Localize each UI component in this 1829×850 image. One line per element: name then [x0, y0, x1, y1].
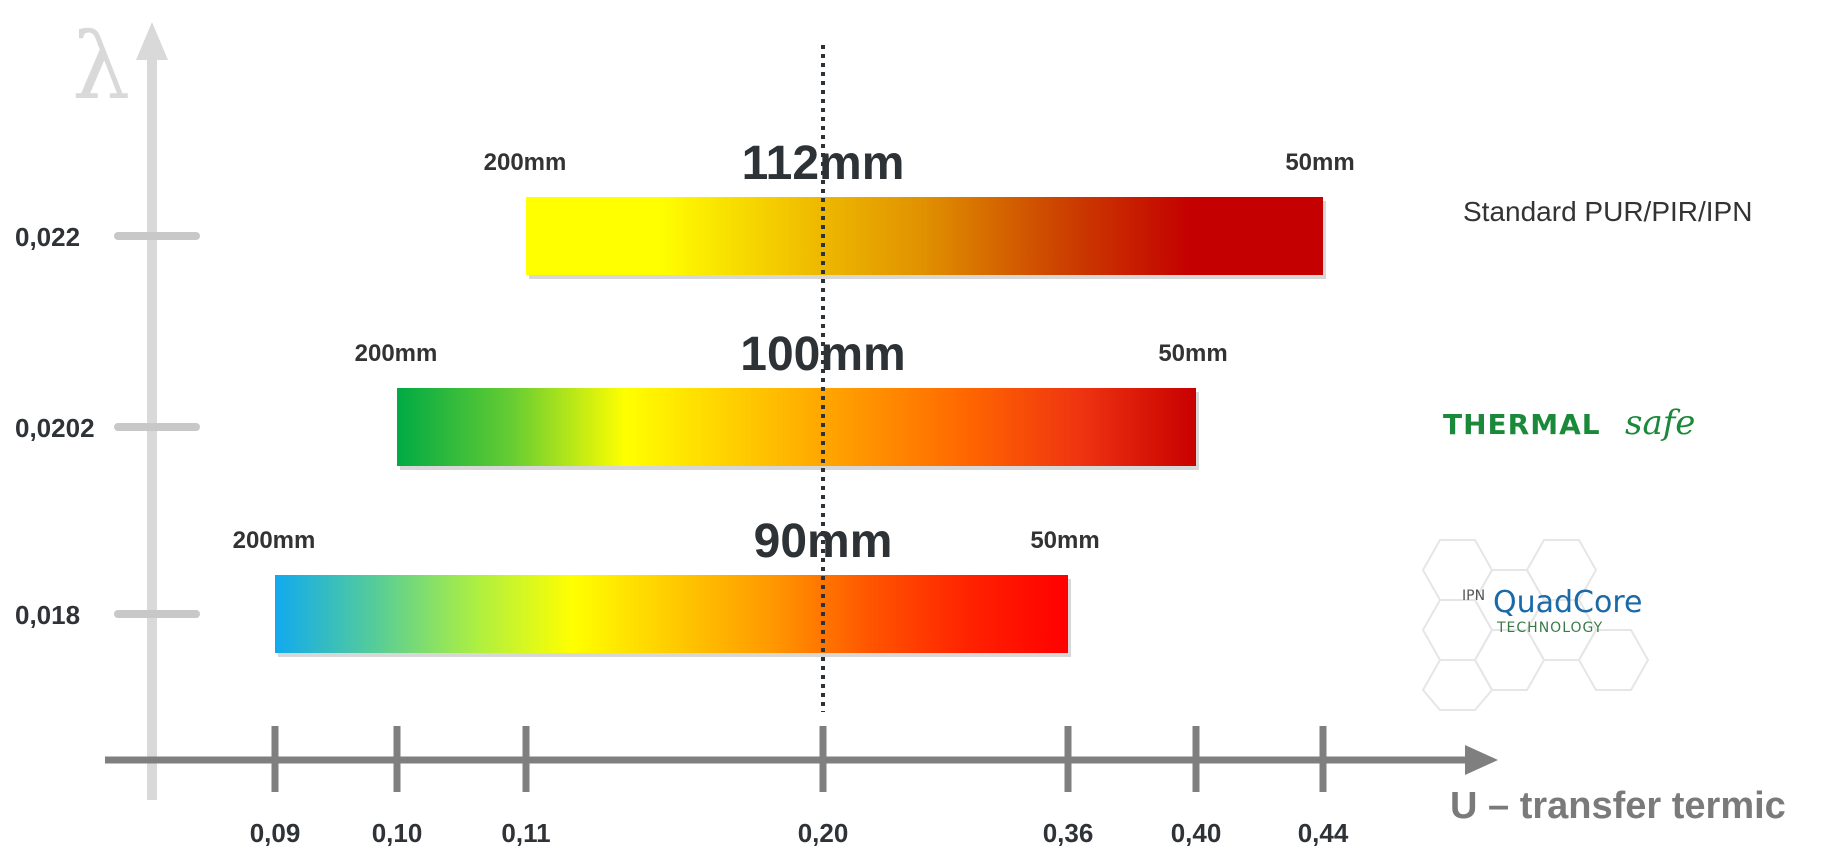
y-axis-symbol: λ [72, 13, 130, 120]
y-tick-label: 0,022 [15, 222, 80, 252]
quadcore-logo-prefix: IPN [1462, 588, 1485, 604]
x-tick-label: 0,11 [501, 818, 550, 848]
x-tick-label: 0,20 [798, 818, 849, 848]
x-tick-label: 0,36 [1043, 818, 1094, 848]
x-ticks: 0,09 0,10 0,11 0,20 0,36 0,40 0,44 [250, 726, 1349, 848]
y-ticks: 0,022 0,0202 0,018 [15, 222, 200, 630]
x-axis-arrow [1465, 745, 1498, 775]
quadcore-logo: IPN QuadCore TECHNOLOGY [1421, 539, 1650, 711]
bar-start-label: 200mm [233, 527, 316, 554]
range-bar [275, 575, 1068, 653]
range-bar [526, 197, 1323, 275]
x-tick-label: 0,09 [250, 818, 301, 848]
y-tick-label: 0,0202 [15, 413, 95, 443]
series-label-standard: Standard PUR/PIR/IPN [1463, 196, 1752, 227]
x-tick-label: 0,10 [372, 818, 423, 848]
range-bar [397, 388, 1196, 466]
hexagon-pattern-icon [1421, 539, 1650, 711]
bar-start-label: 200mm [355, 340, 438, 367]
bar-end-label: 50mm [1158, 340, 1227, 367]
quadcore-logo-main: QuadCore [1493, 585, 1643, 620]
bar-start-label: 200mm [484, 149, 567, 176]
x-tick-label: 0,40 [1171, 818, 1222, 848]
thermalsafe-logo-main: THERMAL [1443, 408, 1601, 441]
thermalsafe-logo: THERMAL safe [1443, 403, 1695, 443]
bar-end-label: 50mm [1285, 149, 1354, 176]
bar-end-label: 50mm [1030, 527, 1099, 554]
quadcore-logo-sub: TECHNOLOGY [1496, 620, 1603, 636]
thermalsafe-logo-script: safe [1625, 403, 1695, 443]
y-axis-arrow [136, 22, 168, 60]
x-axis-title: U – transfer termic [1450, 785, 1786, 827]
x-tick-label: 0,44 [1298, 818, 1349, 848]
y-tick-label: 0,018 [15, 600, 80, 630]
